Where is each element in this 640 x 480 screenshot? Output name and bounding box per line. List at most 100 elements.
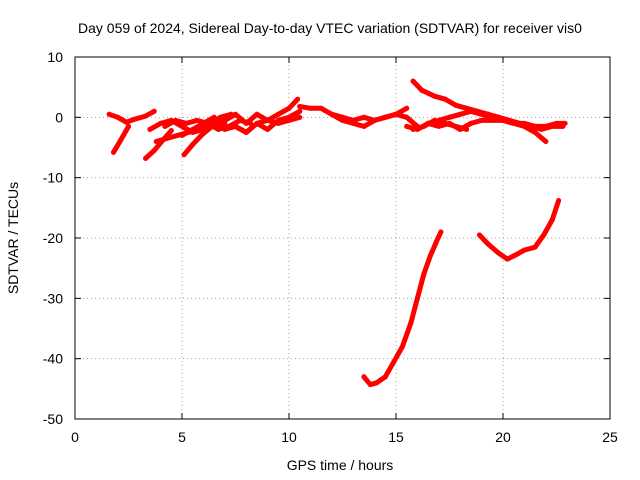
data-point (158, 120, 164, 126)
data-point (117, 139, 123, 144)
data-point (198, 132, 204, 138)
data-point (432, 93, 437, 99)
data-point (215, 126, 221, 132)
data-point (123, 119, 129, 125)
y-tick-label: 0 (55, 109, 63, 125)
data-point (513, 252, 519, 258)
data-point (447, 114, 452, 120)
data-point (479, 117, 485, 123)
data-point (543, 139, 549, 144)
y-axis-label: SDTVAR / TECUs (5, 182, 21, 294)
data-point (382, 114, 388, 120)
data-point (410, 126, 416, 132)
x-tick-label: 0 (71, 429, 79, 445)
data-point (436, 117, 442, 123)
data-point (414, 295, 420, 301)
data-point (147, 126, 153, 132)
y-tick-label: -10 (43, 170, 63, 186)
data-point (393, 111, 399, 117)
data-point (485, 241, 491, 247)
data-point (504, 256, 510, 262)
data-point (556, 198, 562, 204)
data-point (275, 111, 281, 117)
data-point (506, 117, 512, 123)
data-point (532, 129, 538, 135)
data-point (218, 114, 223, 120)
data-point (361, 374, 367, 380)
data-point (421, 271, 427, 277)
data-point (265, 126, 271, 132)
data-point (143, 113, 149, 119)
data-point (350, 117, 356, 123)
data-point (382, 374, 388, 380)
data-point (243, 129, 249, 135)
data-point (179, 132, 185, 138)
data-point (190, 126, 196, 132)
data-point (453, 123, 459, 129)
data-point (254, 120, 260, 126)
data-point (521, 247, 527, 253)
data-point (434, 238, 440, 244)
data-point (404, 123, 410, 129)
y-tick-label: -30 (43, 290, 63, 306)
data-point (168, 128, 174, 134)
data-point (162, 123, 168, 129)
series-track-07 (179, 114, 217, 138)
data-point (111, 149, 116, 155)
data-point (115, 114, 121, 120)
data-point (194, 117, 200, 123)
data-point (286, 105, 292, 111)
series-track-20 (477, 198, 562, 262)
data-point (275, 120, 281, 126)
data-point (438, 229, 444, 235)
data-point (222, 117, 228, 123)
y-tick-label: -40 (43, 351, 63, 367)
y-tick-label: -50 (43, 411, 63, 427)
data-point (374, 380, 380, 386)
data-point (153, 139, 159, 144)
data-point (421, 123, 427, 129)
data-point (477, 232, 482, 238)
data-point (496, 250, 502, 256)
data-series (106, 78, 568, 388)
data-point (200, 120, 206, 126)
data-point (517, 120, 523, 126)
data-point (427, 253, 433, 259)
data-point (173, 117, 179, 123)
data-point (410, 78, 416, 84)
data-point (464, 126, 470, 132)
data-point (126, 123, 131, 129)
x-tick-label: 5 (178, 429, 186, 445)
plot-frame (74, 56, 611, 420)
data-point (541, 232, 547, 238)
data-point (151, 148, 157, 153)
data-point (442, 96, 448, 102)
x-tick-label: 20 (495, 429, 511, 445)
data-point (404, 105, 410, 111)
data-point (532, 244, 538, 250)
data-point (233, 111, 238, 117)
data-point (222, 126, 228, 132)
y-tick-label: -20 (43, 230, 63, 246)
data-point (183, 120, 189, 126)
data-point (243, 120, 249, 126)
data-point (408, 320, 414, 325)
x-axis-label: GPS time / hours (287, 457, 394, 473)
data-point (361, 123, 367, 129)
series-track-08 (181, 125, 213, 158)
data-point (297, 114, 303, 120)
data-point (549, 217, 555, 223)
data-point (560, 123, 566, 129)
data-point (361, 114, 367, 120)
data-point (399, 344, 405, 350)
chart-title: Day 059 of 2024, Sidereal Day-to-day VTE… (78, 20, 582, 36)
data-point (164, 135, 170, 141)
data-point (372, 117, 378, 123)
data-point (211, 114, 217, 120)
data-point (151, 108, 157, 114)
data-point (464, 105, 470, 111)
x-tick-label: 10 (281, 429, 297, 445)
data-point (297, 108, 303, 114)
data-point (132, 116, 138, 122)
